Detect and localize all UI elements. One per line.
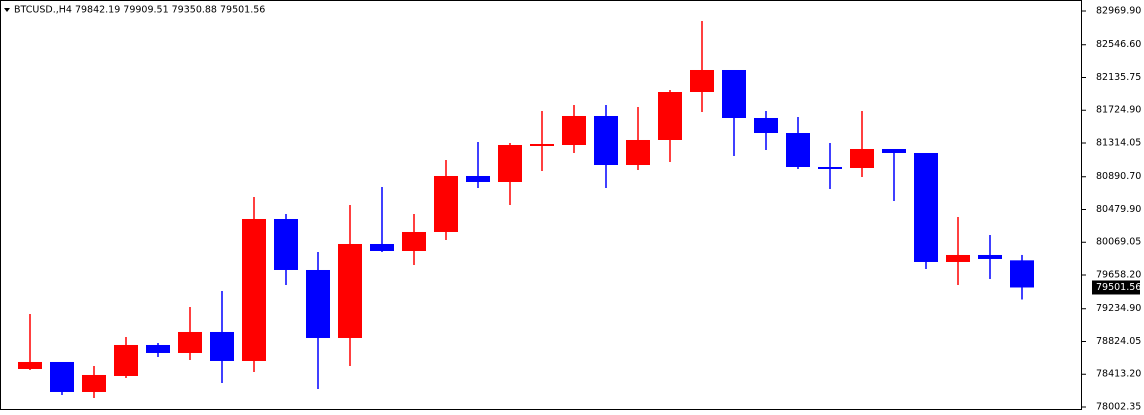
candle-body <box>850 148 874 168</box>
candle-body <box>690 69 714 93</box>
chart-title: BTCUSD.,H4 79842.19 79909.51 79350.88 79… <box>14 5 265 16</box>
candle-body <box>18 361 42 369</box>
candle-body <box>1010 260 1034 288</box>
candle-body <box>722 69 746 118</box>
candle-body <box>786 132 810 167</box>
candle-body <box>338 243 362 338</box>
candle-body <box>818 166 842 169</box>
candle-body <box>370 243 394 251</box>
candle-body <box>658 92 682 140</box>
y-tick-label: 82135.75 <box>1096 72 1141 83</box>
price-tag-label: 79501.56 <box>1096 282 1141 293</box>
candle-body <box>754 117 778 133</box>
y-tick-label: 79234.90 <box>1096 303 1141 314</box>
candle-body <box>434 175 458 232</box>
candle-body <box>274 218 298 270</box>
candle-body <box>882 148 906 153</box>
candle-body <box>562 115 586 145</box>
candle-body <box>914 152 938 262</box>
price-tag <box>1092 280 1140 295</box>
y-tick-label: 82546.60 <box>1096 39 1141 50</box>
candle-body <box>978 254 1002 259</box>
candle-body <box>178 331 202 353</box>
candle-body <box>594 115 618 165</box>
y-tick-label: 78002.35 <box>1096 401 1141 412</box>
candle-body <box>146 344 170 353</box>
candle-body <box>82 374 106 392</box>
candle-body <box>50 361 74 392</box>
candle-body <box>114 344 138 376</box>
candle-body <box>466 175 490 182</box>
menu-arrow <box>4 8 10 12</box>
y-tick-label: 78413.20 <box>1096 369 1141 380</box>
y-tick-label: 80479.90 <box>1096 204 1141 215</box>
y-tick-label: 82969.90 <box>1096 6 1141 17</box>
candle-body <box>498 144 522 182</box>
y-tick-label: 78824.05 <box>1096 336 1141 347</box>
candle-body <box>530 144 554 147</box>
candle-body <box>306 269 330 338</box>
y-tick-label: 80069.05 <box>1096 237 1141 248</box>
candle-body <box>402 231 426 251</box>
y-tick-label: 79658.20 <box>1096 269 1141 280</box>
candle-body <box>946 254 970 262</box>
y-tick-label: 81314.05 <box>1096 137 1141 148</box>
candle-body <box>626 139 650 165</box>
candle-body <box>242 218 266 361</box>
y-tick-label: 81724.90 <box>1096 105 1141 116</box>
candle-body <box>210 331 234 361</box>
y-tick-label: 80890.70 <box>1096 171 1141 182</box>
